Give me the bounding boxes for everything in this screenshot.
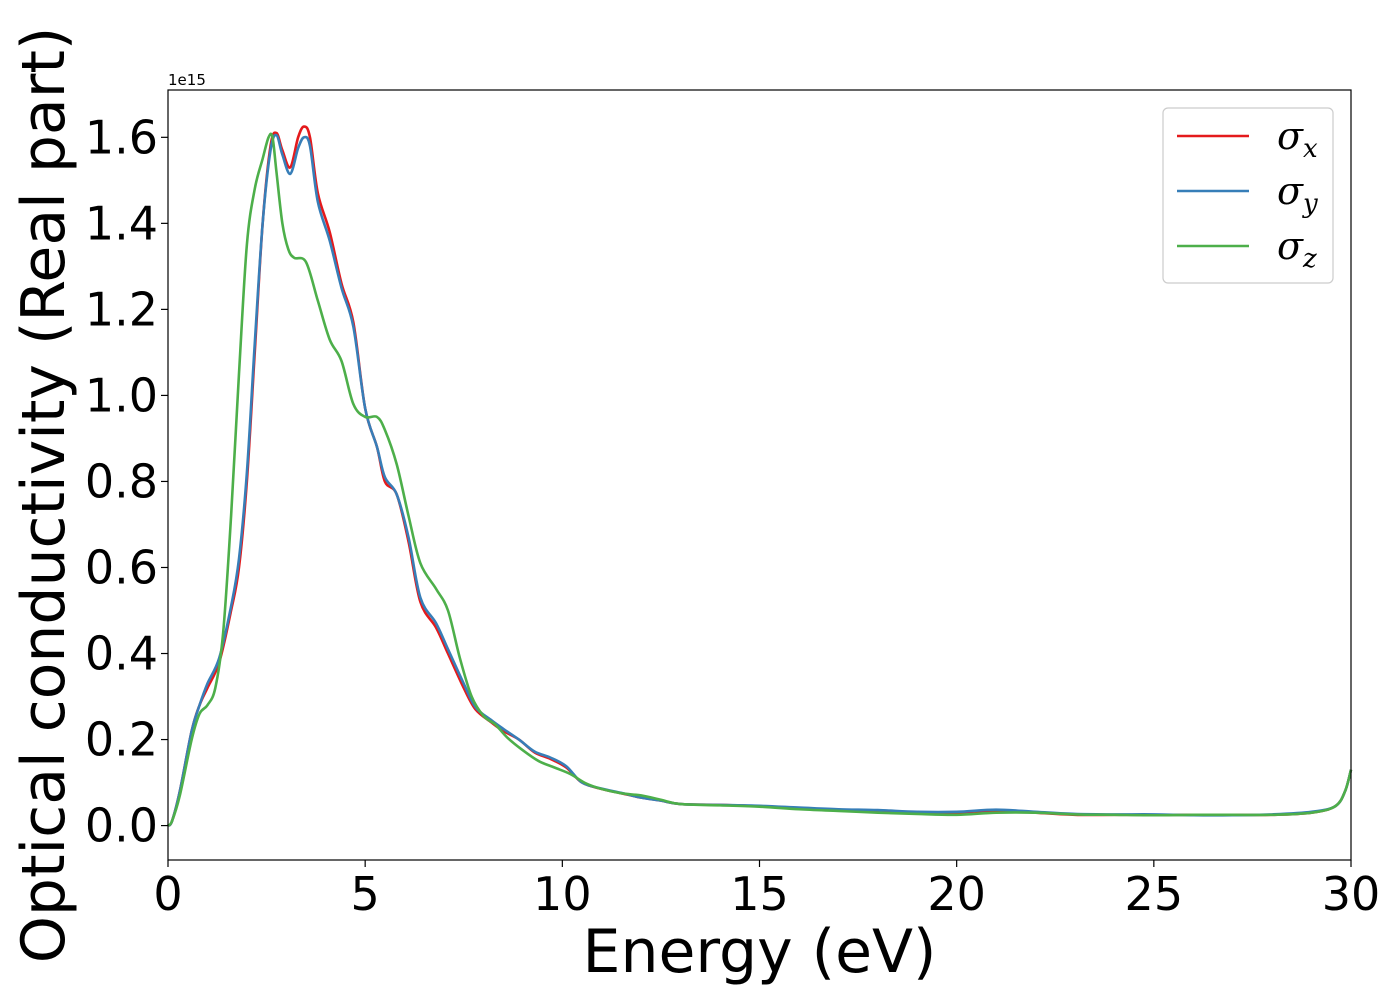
x-axis-label: Energy (eV) [583,917,937,987]
y-tick-label: 0.0 [85,799,158,853]
y-tick-label: 0.6 [85,540,158,594]
series-layer [167,125,1353,827]
series-line-y [167,133,1353,827]
x-tick-label: 15 [730,867,789,921]
y-axis-label: Optical conductivity (Real part) [9,27,79,964]
x-tick-label: 25 [1125,867,1184,921]
x-tick-label: 20 [927,867,986,921]
x-tick-label: 0 [153,867,182,921]
x-tick-label: 5 [351,867,380,921]
y-offset-label: 1e15 [168,71,206,89]
x-tick-label: 30 [1322,867,1381,921]
y-tick-label: 1.6 [85,110,158,164]
y-axis: 0.0 0.2 0.4 0.6 0.8 1.0 1.2 1.4 1.6 [85,110,168,853]
legend-box [1162,107,1334,284]
y-tick-label: 0.4 [85,627,158,681]
y-tick-label: 0.2 [85,713,158,767]
x-tick-label: 10 [533,867,592,921]
x-axis: 0 5 10 15 20 25 30 [153,860,1380,921]
y-tick-label: 0.8 [85,454,158,508]
y-tick-label: 1.2 [85,282,158,336]
series-line-z [167,132,1353,827]
y-tick-label: 1.0 [85,368,158,422]
y-tick-label: 1.4 [85,196,158,250]
